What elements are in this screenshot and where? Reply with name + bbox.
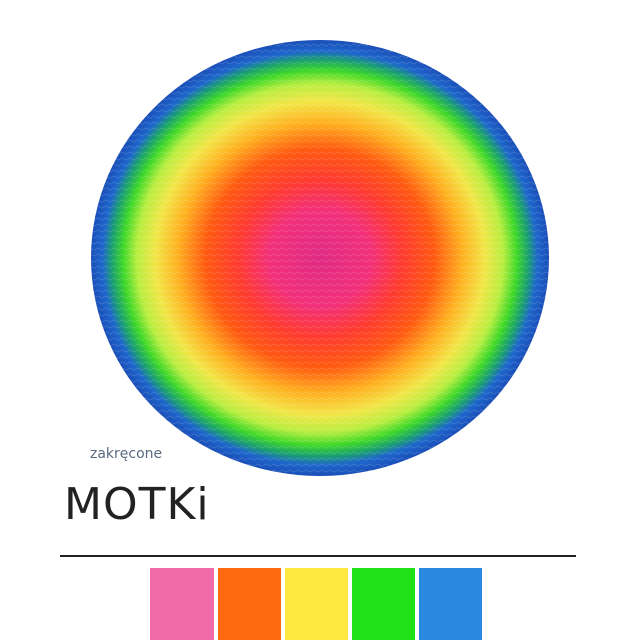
yarn-texture (91, 40, 549, 476)
logo-name: MOTKi (64, 479, 210, 530)
swatch-yellow (285, 568, 348, 640)
swatch-pink (150, 568, 214, 640)
swatch-blue (419, 568, 482, 640)
logo-tagline: zakręcone (90, 446, 162, 462)
swatch-green (352, 568, 415, 640)
swatch-orange (218, 568, 281, 640)
